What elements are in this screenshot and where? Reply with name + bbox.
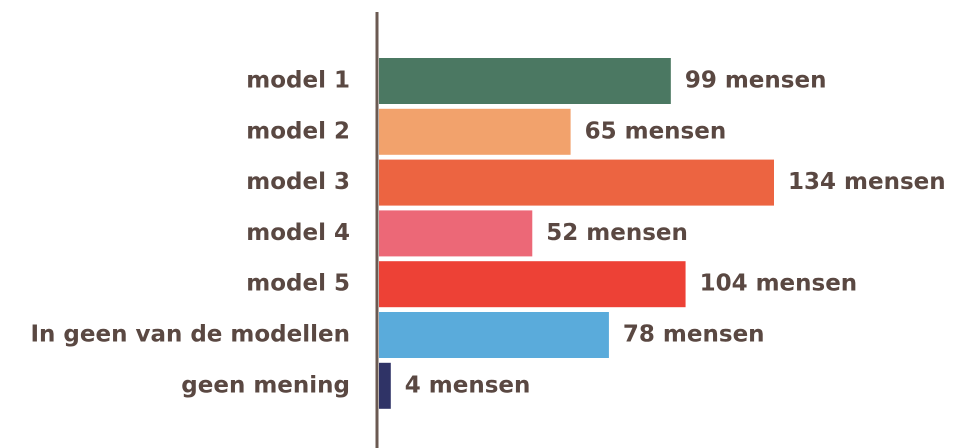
value-label: 52 mensen [546,220,688,246]
value-label: 134 mensen [788,169,946,195]
bar [379,362,391,409]
category-label: model 4 [246,220,350,246]
bar [379,159,774,206]
value-label: 65 mensen [585,118,727,144]
value-label: 104 mensen [700,271,858,297]
category-label: In geen van de modellen [30,322,350,348]
bar [379,261,686,308]
bar [379,312,609,358]
category-label: model 1 [246,68,350,94]
category-label: model 5 [246,271,350,297]
value-label: 78 mensen [623,322,765,348]
category-label: model 2 [246,118,350,144]
bar [379,210,533,257]
bar [379,58,671,104]
value-label: 4 mensen [405,372,531,398]
category-label: geen mening [181,372,350,398]
value-label: 99 mensen [685,68,827,94]
category-label: model 3 [246,169,350,195]
bar [379,108,571,155]
